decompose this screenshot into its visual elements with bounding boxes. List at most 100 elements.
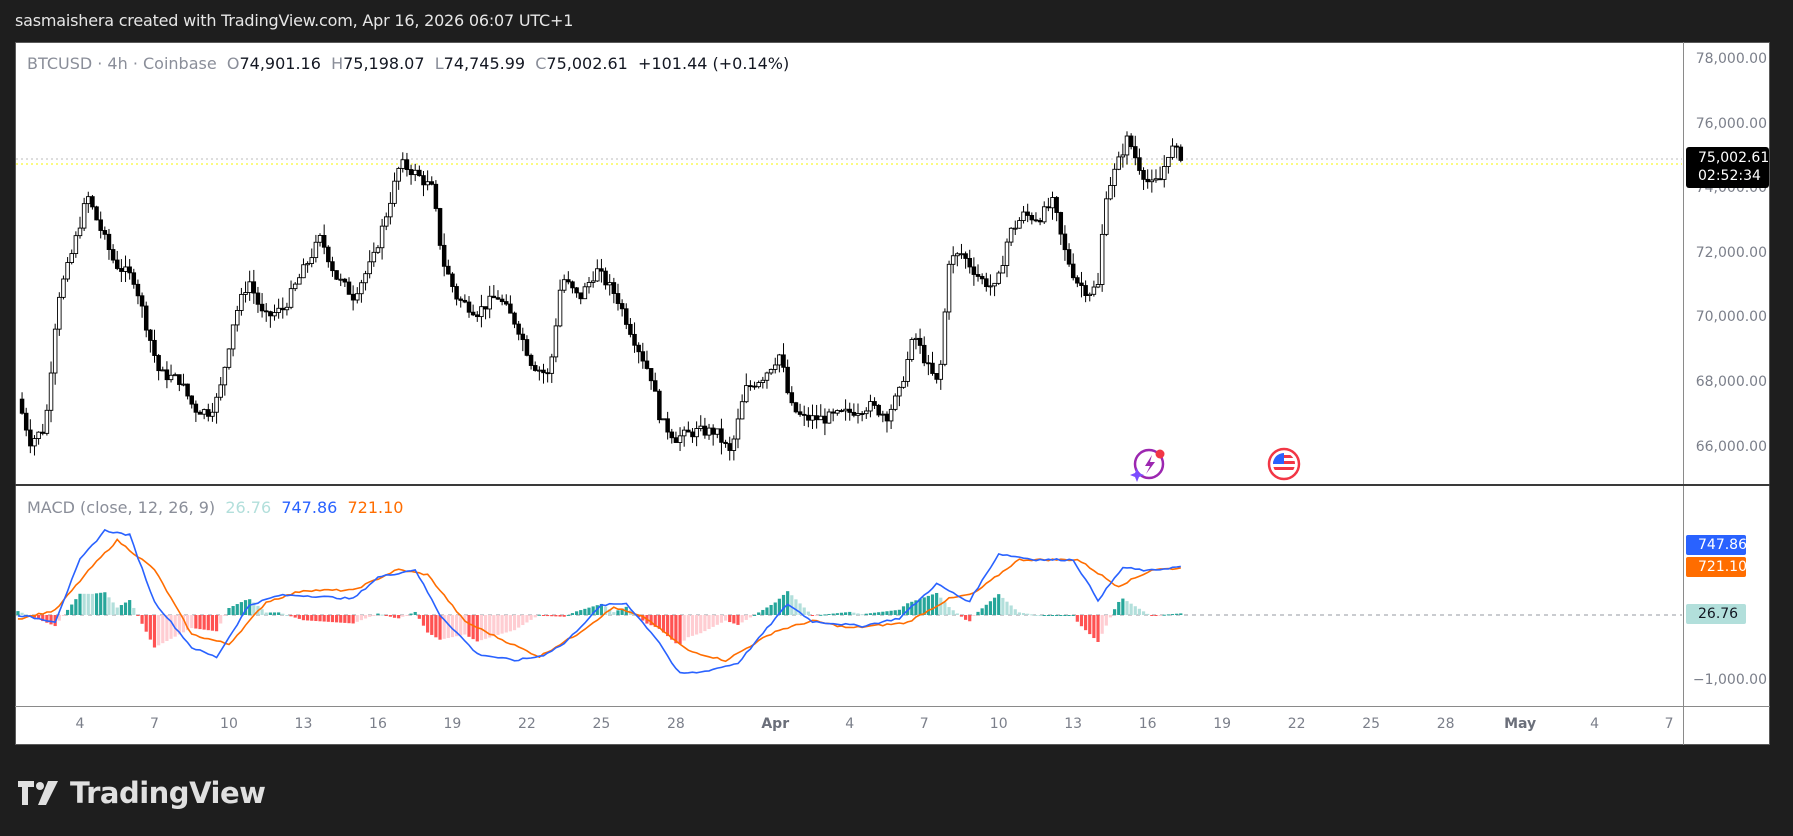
candle[interactable] (806, 414, 811, 421)
candle[interactable] (268, 311, 273, 317)
candle[interactable] (859, 413, 865, 415)
candle[interactable] (288, 288, 294, 308)
candle[interactable] (876, 404, 881, 416)
candle[interactable] (65, 262, 70, 280)
candle[interactable] (226, 348, 232, 368)
candle[interactable] (946, 263, 952, 313)
candle[interactable] (371, 251, 377, 263)
candle[interactable] (1170, 145, 1175, 158)
candle[interactable] (830, 411, 836, 414)
candle[interactable] (359, 282, 364, 295)
candle[interactable] (52, 328, 58, 374)
candle[interactable] (210, 411, 215, 417)
candle[interactable] (355, 293, 360, 301)
candle[interactable] (206, 409, 211, 417)
candle[interactable] (321, 235, 327, 248)
candle[interactable] (644, 360, 650, 369)
candle[interactable] (1025, 211, 1030, 216)
candle[interactable] (843, 408, 848, 412)
candle[interactable] (706, 427, 712, 436)
candle[interactable] (793, 402, 799, 413)
candle[interactable] (727, 443, 732, 451)
candle[interactable] (19, 398, 25, 414)
candle[interactable] (1112, 168, 1117, 186)
candle[interactable] (235, 310, 240, 326)
candle[interactable] (624, 308, 629, 325)
candle[interactable] (744, 385, 749, 403)
candle[interactable] (197, 411, 203, 415)
candle[interactable] (1116, 156, 1121, 170)
candle[interactable] (1166, 156, 1171, 167)
candle[interactable] (615, 293, 621, 304)
candle[interactable] (462, 299, 468, 303)
candle[interactable] (135, 283, 141, 297)
candle[interactable] (119, 268, 124, 272)
candle[interactable] (48, 372, 54, 411)
candle[interactable] (628, 323, 633, 335)
candle[interactable] (90, 196, 95, 208)
candle[interactable] (731, 438, 737, 451)
candle[interactable] (524, 339, 530, 356)
candle[interactable] (342, 278, 348, 283)
candle[interactable] (950, 255, 956, 265)
candle[interactable] (648, 368, 654, 382)
candle[interactable] (1079, 282, 1084, 286)
candle[interactable] (152, 339, 157, 356)
candle[interactable] (102, 230, 108, 235)
candle[interactable] (193, 403, 199, 413)
candle[interactable] (383, 216, 389, 227)
candle[interactable] (487, 295, 492, 310)
candle[interactable] (1058, 212, 1064, 235)
candle[interactable] (1174, 145, 1179, 148)
candle[interactable] (301, 264, 306, 279)
candle[interactable] (541, 369, 546, 374)
candle[interactable] (1000, 265, 1006, 274)
candle[interactable] (222, 366, 228, 386)
candle[interactable] (363, 273, 368, 284)
candle[interactable] (826, 411, 832, 424)
tradingview-logo[interactable]: TradingView (18, 776, 266, 810)
candle[interactable] (619, 303, 625, 310)
candle[interactable] (549, 356, 555, 374)
candle[interactable] (214, 396, 219, 413)
candle[interactable] (1041, 206, 1047, 223)
candle[interactable] (106, 233, 112, 250)
candle[interactable] (955, 253, 960, 257)
candle[interactable] (185, 383, 190, 397)
candle[interactable] (1161, 166, 1167, 180)
candle[interactable] (603, 270, 608, 286)
candle[interactable] (437, 208, 443, 246)
candle[interactable] (772, 364, 778, 370)
candle[interactable] (491, 295, 497, 299)
candle[interactable] (181, 383, 186, 386)
candle[interactable] (441, 244, 447, 267)
candle[interactable] (1145, 178, 1150, 183)
candle[interactable] (1178, 146, 1184, 161)
macd-title[interactable]: MACD (close, 12, 26, 9) (27, 498, 216, 517)
candle[interactable] (814, 415, 819, 421)
candle[interactable] (94, 206, 99, 221)
candle[interactable] (1095, 284, 1101, 288)
candle[interactable] (851, 411, 857, 416)
candle[interactable] (599, 268, 604, 272)
candle[interactable] (868, 401, 873, 412)
candle[interactable] (123, 266, 128, 272)
candle[interactable] (888, 408, 894, 422)
candle[interactable] (272, 312, 277, 317)
candle[interactable] (880, 413, 886, 416)
candle[interactable] (429, 181, 435, 185)
candle[interactable] (545, 372, 550, 375)
candle[interactable] (752, 385, 757, 388)
candle[interactable] (483, 306, 488, 310)
candle[interactable] (346, 281, 352, 295)
candle[interactable] (139, 295, 145, 307)
candle[interactable] (326, 246, 331, 263)
candle[interactable] (967, 257, 972, 268)
candle[interactable] (280, 307, 286, 311)
candle[interactable] (913, 337, 919, 340)
candle[interactable] (164, 369, 170, 381)
candle[interactable] (640, 351, 646, 362)
candle[interactable] (1149, 179, 1155, 183)
candle[interactable] (590, 280, 596, 283)
